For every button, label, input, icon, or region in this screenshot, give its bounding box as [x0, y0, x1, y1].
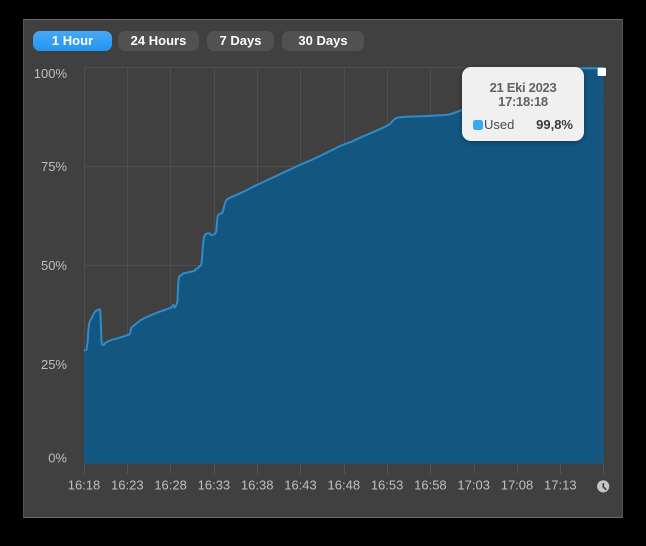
svg-text:16:38: 16:38 [241, 478, 274, 493]
svg-text:16:18: 16:18 [68, 478, 101, 493]
svg-text:75%: 75% [41, 159, 67, 174]
svg-text:0%: 0% [48, 451, 67, 466]
svg-text:100%: 100% [34, 66, 68, 81]
svg-text:16:53: 16:53 [371, 478, 404, 493]
svg-text:16:33: 16:33 [198, 478, 231, 493]
svg-text:16:48: 16:48 [328, 478, 361, 493]
svg-text:16:58: 16:58 [414, 478, 447, 493]
svg-text:16:23: 16:23 [111, 478, 144, 493]
svg-text:16:28: 16:28 [154, 478, 187, 493]
svg-text:17:03: 17:03 [457, 478, 490, 493]
svg-text:50%: 50% [41, 258, 67, 273]
svg-text:17:08: 17:08 [501, 478, 534, 493]
svg-text:17:13: 17:13 [544, 478, 577, 493]
svg-text:16:43: 16:43 [284, 478, 317, 493]
svg-text:25%: 25% [41, 357, 67, 372]
